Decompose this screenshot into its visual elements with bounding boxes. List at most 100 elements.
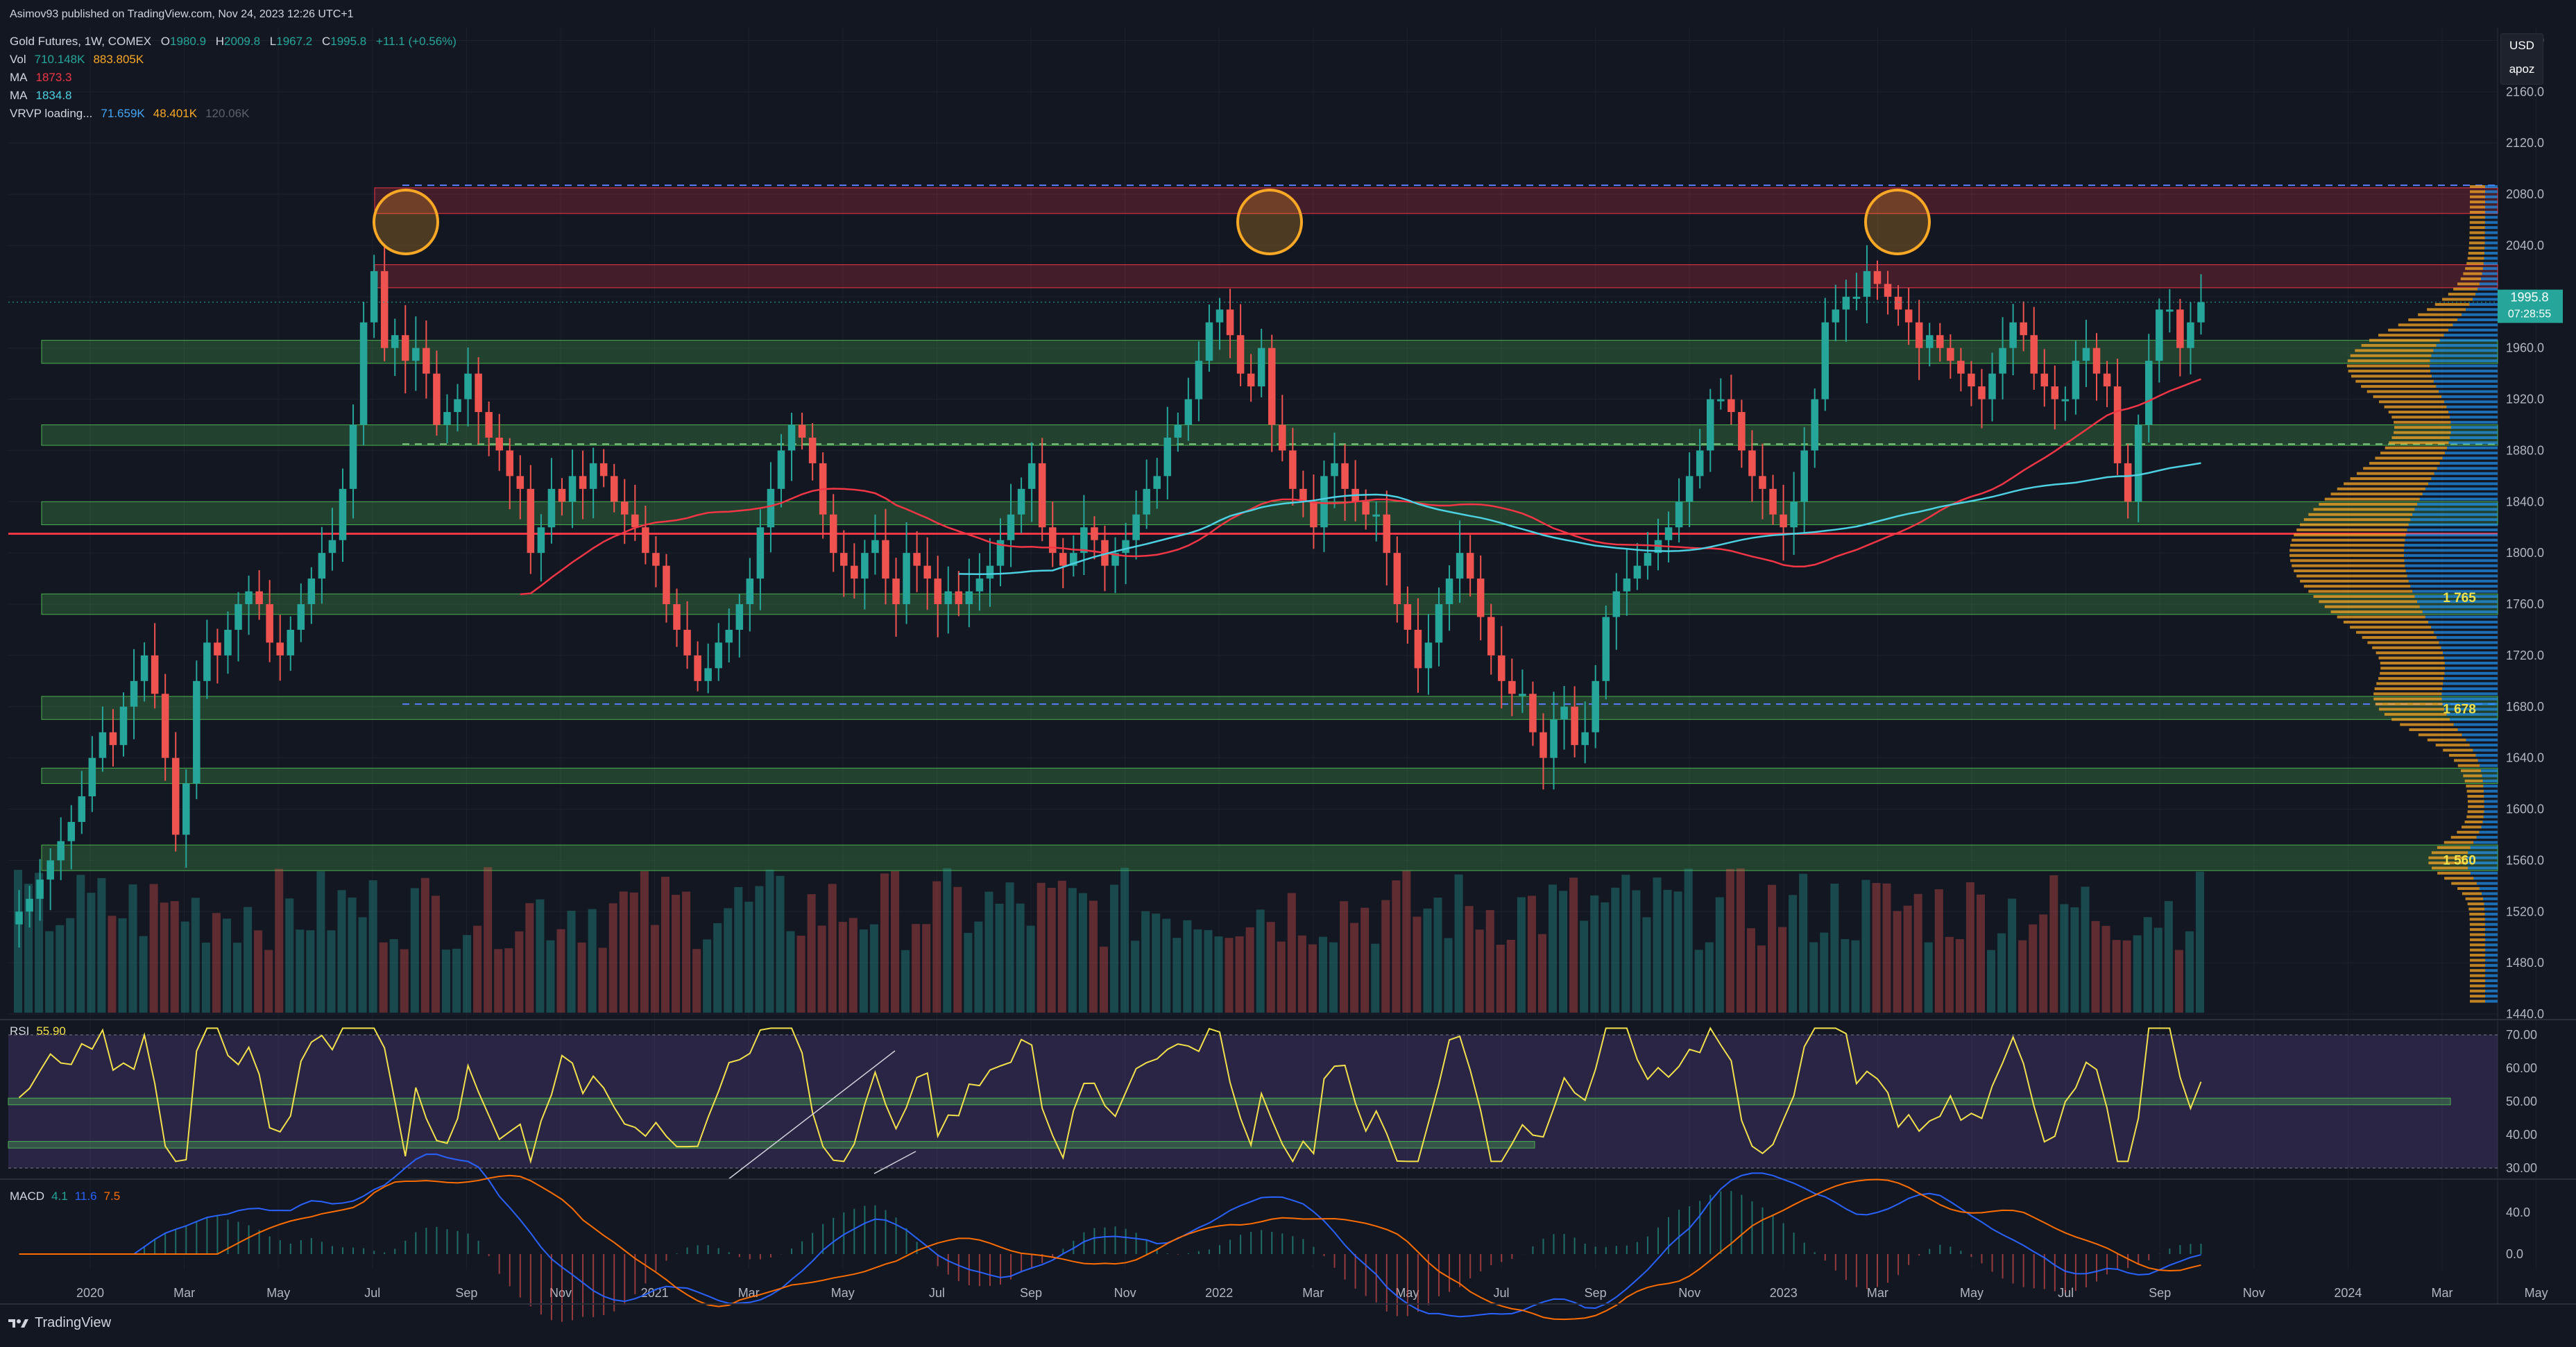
candle-body — [558, 488, 566, 502]
vp-bar-gold — [2461, 769, 2482, 773]
volume-bar — [2153, 927, 2163, 1013]
candle-body — [1048, 527, 1057, 554]
volume-bar — [1392, 880, 1401, 1013]
y-tick-label: 1720.0 — [2506, 649, 2544, 662]
candle-body — [1498, 655, 1505, 681]
candle-body — [1790, 501, 1798, 528]
volume-bar — [1214, 936, 1223, 1013]
x-tick-label: Mar — [2432, 1286, 2453, 1300]
volume-bar — [358, 917, 367, 1013]
volume-bar — [327, 930, 336, 1013]
vp-bar-blue — [2484, 221, 2498, 224]
symbol-title[interactable]: Gold Futures, 1W, COMEX — [10, 35, 152, 48]
volume-bar — [275, 868, 284, 1013]
vp-bar-blue — [2484, 979, 2498, 982]
volume-bar — [650, 925, 659, 1013]
vp-bar-blue — [2428, 482, 2498, 486]
vp-bar-blue — [2484, 200, 2498, 204]
volume-bar — [1308, 944, 1317, 1013]
volume-profile — [2289, 185, 2498, 1003]
vp-bar-gold — [2348, 369, 2431, 372]
volume-bar — [2008, 898, 2017, 1013]
volume-bar — [515, 931, 524, 1013]
vp-bar-gold — [2351, 375, 2432, 378]
volume-bar — [1882, 883, 1891, 1013]
legend-vrvp[interactable]: VRVP loading... 71.659K 48.401K 120.06K — [10, 107, 250, 120]
vp-bar-blue — [2484, 216, 2498, 219]
axis-currency-box[interactable]: USD apoz — [2500, 33, 2543, 85]
candle-body — [485, 412, 493, 438]
volume-bar — [1673, 891, 1682, 1013]
volume-bar — [525, 903, 534, 1013]
rsi-zone-37 — [8, 1141, 1535, 1149]
legend-ma-1[interactable]: MA 1873.3 — [10, 71, 72, 84]
vp-bar-gold — [2384, 712, 2447, 716]
candle-body — [787, 424, 796, 451]
vp-bar-gold — [2466, 815, 2484, 818]
candle-body — [1675, 501, 1683, 528]
volume-bar — [1131, 941, 1140, 1013]
volume-bar — [306, 930, 315, 1013]
candle-body — [965, 591, 973, 605]
volume-bar — [807, 894, 816, 1013]
volume-bar — [233, 943, 242, 1013]
candle-body — [1623, 578, 1631, 592]
vp-bar-blue — [2466, 861, 2498, 865]
volume-bar — [1047, 887, 1056, 1013]
vp-bar-blue — [2431, 626, 2498, 629]
volume-bar — [1089, 900, 1098, 1013]
legend-vol[interactable]: Vol 710.148K 883.805K — [10, 53, 144, 66]
candle-body — [1279, 424, 1286, 451]
vp-bar-gold — [2319, 600, 2418, 603]
vp-bar-blue — [2481, 277, 2498, 280]
volume-bar — [1256, 909, 1265, 1013]
vp-bar-gold — [2453, 287, 2478, 291]
vp-bar-gold — [2469, 984, 2485, 988]
vp-bar-blue — [2485, 984, 2498, 988]
volume-bar — [1172, 938, 1182, 1013]
vp-bar-blue — [2407, 574, 2498, 578]
volume-bar — [1778, 927, 1787, 1013]
x-tick-label: Nov — [549, 1286, 572, 1300]
volume-bar — [2018, 940, 2027, 1013]
vp-bar-gold — [2366, 390, 2439, 393]
vp-bar-blue — [2484, 933, 2498, 936]
candle-body — [1122, 540, 1129, 554]
candle-body — [1310, 501, 1317, 528]
rsi-legend[interactable]: RSI 55.90 — [10, 1024, 66, 1038]
vp-bar-gold — [2469, 221, 2485, 224]
vp-bar-blue — [2405, 569, 2498, 573]
vp-bar-blue — [2417, 502, 2498, 506]
volume-bar — [1078, 893, 1087, 1013]
candle-body — [1852, 296, 1861, 299]
volume-bar — [1934, 889, 1943, 1013]
candle-body — [1832, 309, 1840, 323]
macd-legend[interactable]: MACD 4.1 11.6 7.5 — [10, 1190, 121, 1203]
candle-body — [475, 373, 482, 413]
candle-body — [986, 565, 994, 579]
vp-bar-blue — [2484, 241, 2498, 245]
vp-bar-blue — [2476, 836, 2498, 839]
volume-bar — [1965, 882, 1974, 1013]
candle-body — [808, 437, 817, 463]
volume-bar — [1601, 902, 1610, 1013]
volume-bar — [1005, 882, 1014, 1013]
candle-body — [568, 476, 577, 502]
candle-body — [882, 540, 889, 579]
candle-body — [934, 578, 941, 605]
vp-bar-blue — [2430, 359, 2498, 363]
footer-brand[interactable]: TradingView — [7, 1315, 111, 1331]
candle-body — [840, 553, 848, 566]
vp-bar-gold — [2294, 569, 2406, 573]
candle-body — [1884, 284, 1892, 297]
legend-ma-2[interactable]: MA 1834.8 — [10, 89, 72, 102]
vp-bar-blue — [2444, 452, 2498, 455]
vp-bar-gold — [2380, 667, 2446, 670]
vp-bar-blue — [2419, 497, 2498, 501]
candle-body — [1111, 553, 1119, 566]
vp-bar-gold — [2469, 969, 2485, 972]
vp-bar-blue — [2441, 646, 2498, 649]
volume-bar — [1340, 901, 1349, 1013]
vp-bar-blue — [2445, 667, 2498, 670]
